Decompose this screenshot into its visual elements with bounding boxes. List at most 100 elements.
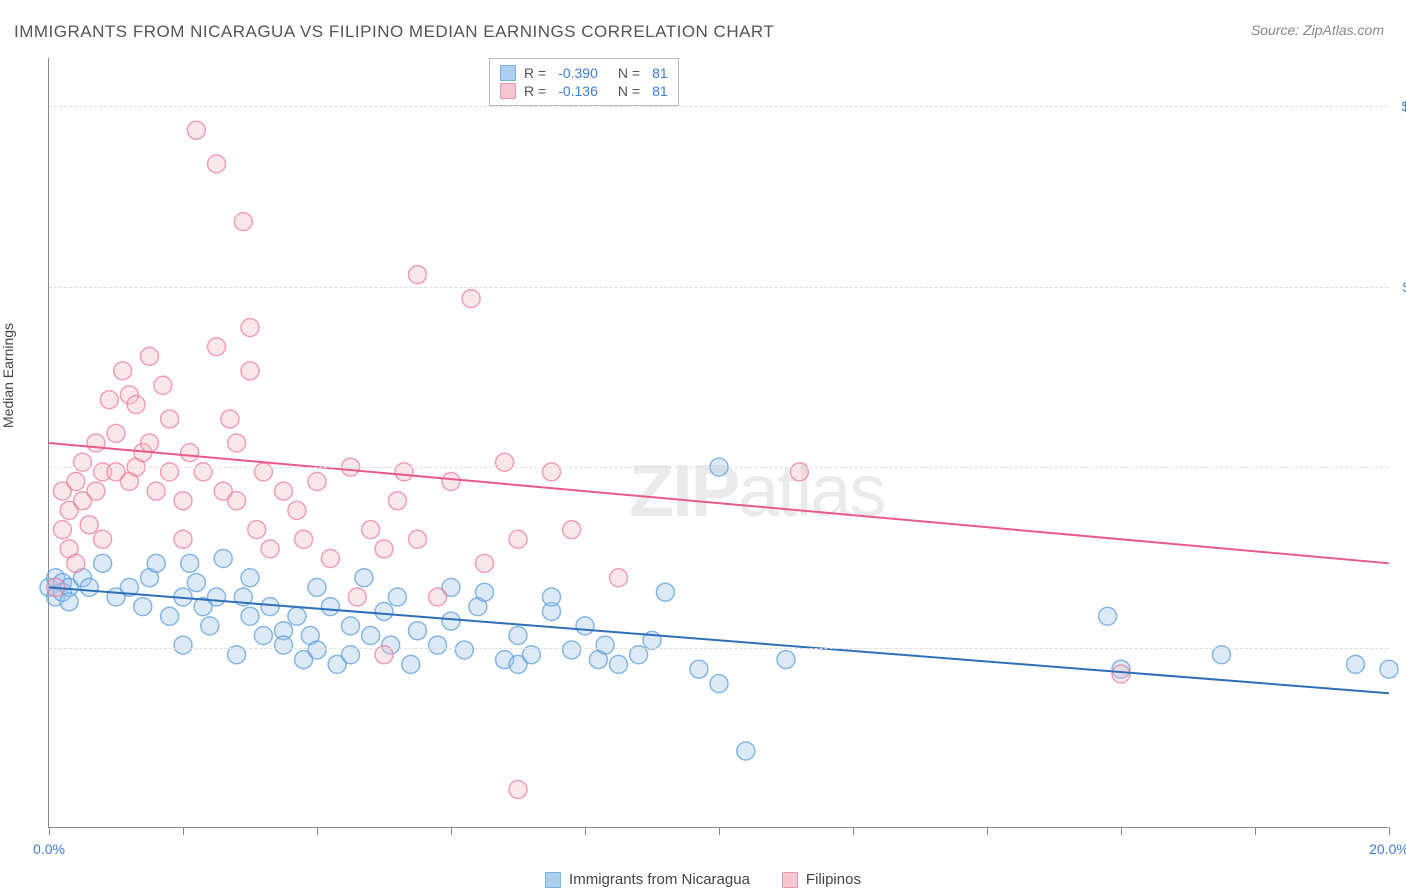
data-point xyxy=(348,588,366,606)
data-point xyxy=(496,453,514,471)
data-point xyxy=(161,463,179,481)
y-tick-label: $112,500 xyxy=(1388,279,1406,295)
data-point xyxy=(94,554,112,572)
data-point xyxy=(161,607,179,625)
data-point xyxy=(221,410,239,428)
data-point xyxy=(690,660,708,678)
data-point xyxy=(174,636,192,654)
legend-swatch-icon xyxy=(782,872,798,888)
x-tick xyxy=(585,827,586,835)
x-tick xyxy=(183,827,184,835)
legend-bottom-item: Filipinos xyxy=(782,871,861,888)
data-point xyxy=(241,607,259,625)
data-point xyxy=(275,482,293,500)
data-point xyxy=(80,516,98,534)
data-point xyxy=(74,453,92,471)
data-point xyxy=(208,155,226,173)
x-tick xyxy=(853,827,854,835)
data-point xyxy=(228,434,246,452)
data-point xyxy=(409,266,427,284)
data-point xyxy=(355,569,373,587)
data-point xyxy=(388,588,406,606)
data-point xyxy=(563,641,581,659)
x-tick-label: 20.0% xyxy=(1369,841,1406,857)
data-point xyxy=(375,540,393,558)
data-point xyxy=(429,588,447,606)
data-point xyxy=(201,617,219,635)
data-point xyxy=(509,781,527,799)
data-point xyxy=(442,612,460,630)
data-point xyxy=(254,627,272,645)
data-point xyxy=(308,641,326,659)
gridline xyxy=(49,648,1388,649)
data-point xyxy=(100,391,118,409)
data-point xyxy=(194,463,212,481)
data-point xyxy=(154,376,172,394)
data-point xyxy=(161,410,179,428)
data-point xyxy=(1380,660,1398,678)
x-tick xyxy=(987,827,988,835)
data-point xyxy=(174,530,192,548)
scatter-svg xyxy=(49,58,1388,827)
data-point xyxy=(261,540,279,558)
y-tick-label: $150,000 xyxy=(1388,98,1406,114)
data-point xyxy=(295,530,313,548)
data-point xyxy=(1112,665,1130,683)
x-tick xyxy=(1389,827,1390,835)
data-point xyxy=(409,622,427,640)
data-point xyxy=(362,627,380,645)
data-point xyxy=(402,655,420,673)
data-point xyxy=(321,550,339,568)
data-point xyxy=(87,482,105,500)
data-point xyxy=(187,574,205,592)
data-point xyxy=(141,347,159,365)
data-point xyxy=(181,444,199,462)
data-point xyxy=(1347,655,1365,673)
data-point xyxy=(275,636,293,654)
data-point xyxy=(409,530,427,548)
data-point xyxy=(509,627,527,645)
data-point xyxy=(87,434,105,452)
data-point xyxy=(67,473,85,491)
x-tick xyxy=(1255,827,1256,835)
data-point xyxy=(395,463,413,481)
data-point xyxy=(429,636,447,654)
legend-bottom-item: Immigrants from Nicaragua xyxy=(545,871,750,888)
gridline xyxy=(49,467,1388,468)
plot-area: R = -0.390N = 81R = -0.136N = 81 ZIPatla… xyxy=(48,58,1388,828)
data-point xyxy=(442,473,460,491)
data-point xyxy=(321,598,339,616)
data-point xyxy=(174,492,192,510)
gridline xyxy=(49,106,1388,107)
data-point xyxy=(241,319,259,337)
chart-title: IMMIGRANTS FROM NICARAGUA VS FILIPINO ME… xyxy=(14,22,774,42)
data-point xyxy=(1099,607,1117,625)
x-tick xyxy=(49,827,50,835)
data-point xyxy=(610,569,628,587)
data-point xyxy=(596,636,614,654)
data-point xyxy=(610,655,628,673)
data-point xyxy=(94,530,112,548)
data-point xyxy=(656,583,674,601)
data-point xyxy=(455,641,473,659)
data-point xyxy=(737,742,755,760)
data-point xyxy=(127,396,145,414)
data-point xyxy=(543,463,561,481)
data-point xyxy=(308,473,326,491)
data-point xyxy=(476,583,494,601)
data-point xyxy=(67,554,85,572)
x-tick xyxy=(1121,827,1122,835)
data-point xyxy=(181,554,199,572)
x-tick xyxy=(719,827,720,835)
data-point xyxy=(134,598,152,616)
data-point xyxy=(80,578,98,596)
data-point xyxy=(388,492,406,510)
data-point xyxy=(288,607,306,625)
data-point xyxy=(254,463,272,481)
y-tick-label: $37,500 xyxy=(1388,640,1406,656)
data-point xyxy=(543,588,561,606)
data-point xyxy=(563,521,581,539)
data-point xyxy=(790,463,808,481)
data-point xyxy=(710,675,728,693)
data-point xyxy=(476,554,494,572)
